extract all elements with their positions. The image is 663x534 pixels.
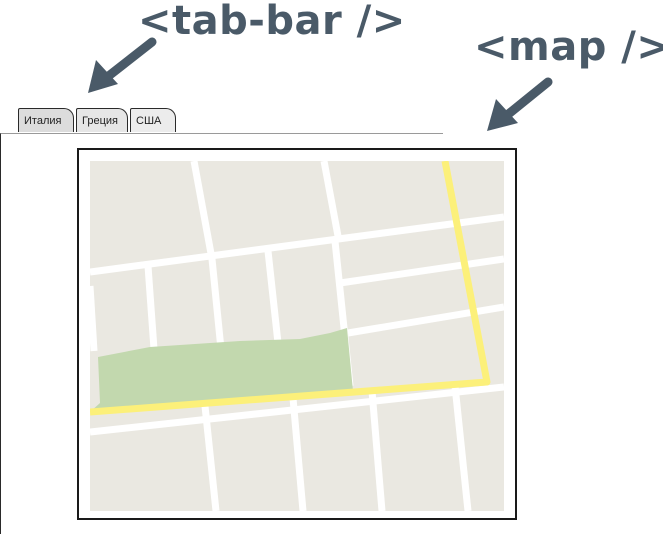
tab-italy[interactable]: Италия: [18, 108, 74, 132]
tab-usa[interactable]: США: [130, 108, 176, 132]
tab-content-panel: [0, 133, 443, 534]
annotation-arrows: [88, 37, 553, 131]
tab-bar-annotation: <tab-bar />: [138, 0, 406, 44]
map-canvas[interactable]: [90, 161, 504, 511]
minor-road-icon: [90, 161, 504, 511]
tab-bar-arrow-icon: [88, 37, 157, 93]
map-arrow-icon: [487, 77, 553, 131]
park-area-icon: [90, 328, 353, 412]
major-road-icon: [90, 161, 491, 416]
tab-greece[interactable]: Греция: [76, 108, 128, 132]
map[interactable]: [77, 148, 517, 520]
map-annotation: <map />: [474, 24, 663, 70]
